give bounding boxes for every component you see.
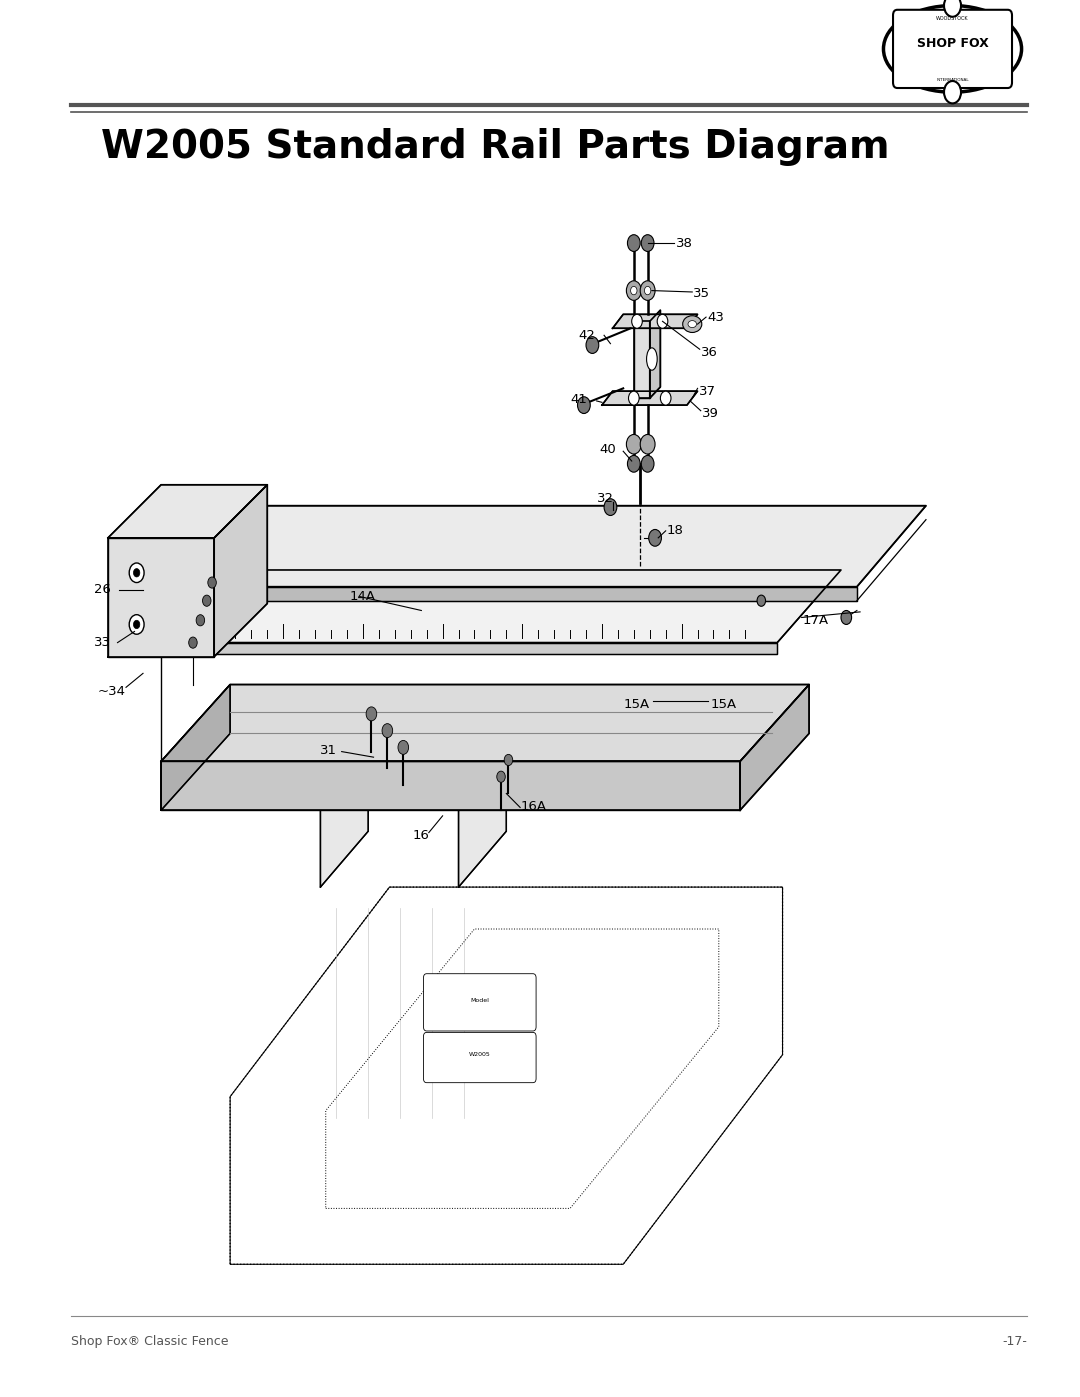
Ellipse shape <box>944 81 961 103</box>
Ellipse shape <box>233 1234 259 1259</box>
Circle shape <box>642 235 654 251</box>
Polygon shape <box>108 538 214 657</box>
Text: 32: 32 <box>596 492 613 506</box>
Circle shape <box>642 455 654 472</box>
Polygon shape <box>161 685 809 761</box>
Circle shape <box>631 286 637 295</box>
Circle shape <box>626 434 642 454</box>
Circle shape <box>130 563 144 583</box>
Polygon shape <box>161 761 740 810</box>
Text: ~34: ~34 <box>97 685 125 698</box>
Ellipse shape <box>944 0 961 17</box>
Text: 42: 42 <box>579 328 595 342</box>
Text: 39: 39 <box>702 407 718 420</box>
Text: 14A: 14A <box>349 590 375 604</box>
Ellipse shape <box>883 6 1022 92</box>
Text: 40: 40 <box>599 443 617 457</box>
FancyBboxPatch shape <box>893 10 1012 88</box>
Text: 26: 26 <box>94 583 111 597</box>
Circle shape <box>640 281 656 300</box>
Circle shape <box>189 637 198 648</box>
Circle shape <box>130 615 144 634</box>
Polygon shape <box>161 587 856 601</box>
Ellipse shape <box>594 1238 621 1263</box>
Text: -17-: -17- <box>1002 1334 1027 1348</box>
Circle shape <box>397 740 408 754</box>
Text: 16: 16 <box>413 828 430 842</box>
Circle shape <box>649 529 661 546</box>
Polygon shape <box>193 643 778 654</box>
Text: WOODSTOCK: WOODSTOCK <box>936 15 969 21</box>
Text: W2005: W2005 <box>469 1052 490 1058</box>
Polygon shape <box>214 485 268 657</box>
Polygon shape <box>602 391 698 405</box>
Ellipse shape <box>647 348 658 370</box>
Polygon shape <box>634 321 650 398</box>
Circle shape <box>134 620 139 629</box>
Circle shape <box>626 281 642 300</box>
Polygon shape <box>161 506 926 587</box>
Circle shape <box>382 724 393 738</box>
Circle shape <box>134 569 139 577</box>
Text: 16A: 16A <box>521 799 546 813</box>
Circle shape <box>658 314 667 328</box>
Text: Shop Fox® Classic Fence: Shop Fox® Classic Fence <box>71 1334 228 1348</box>
FancyBboxPatch shape <box>423 1032 536 1083</box>
Polygon shape <box>230 887 783 1264</box>
Text: 18: 18 <box>666 524 684 538</box>
Text: 43: 43 <box>707 310 724 324</box>
Circle shape <box>497 771 505 782</box>
Text: 15A: 15A <box>623 697 650 711</box>
Ellipse shape <box>688 321 697 328</box>
Polygon shape <box>612 314 698 328</box>
Polygon shape <box>650 310 660 398</box>
Circle shape <box>504 754 513 766</box>
Polygon shape <box>161 685 230 810</box>
Circle shape <box>660 391 671 405</box>
Ellipse shape <box>683 316 702 332</box>
Circle shape <box>586 337 598 353</box>
Circle shape <box>207 577 216 588</box>
Circle shape <box>627 235 640 251</box>
Text: 36: 36 <box>701 345 717 359</box>
Text: 15A: 15A <box>711 697 737 711</box>
Text: INTERNATIONAL: INTERNATIONAL <box>936 78 969 81</box>
Circle shape <box>757 595 766 606</box>
Text: 41: 41 <box>570 393 586 407</box>
Polygon shape <box>740 685 809 810</box>
Circle shape <box>841 610 852 624</box>
Polygon shape <box>193 570 841 643</box>
Text: 35: 35 <box>693 286 711 300</box>
Text: 38: 38 <box>676 236 693 250</box>
Circle shape <box>629 391 639 405</box>
Text: Model: Model <box>471 997 489 1003</box>
Circle shape <box>197 615 204 626</box>
Circle shape <box>578 397 591 414</box>
Circle shape <box>627 455 640 472</box>
Circle shape <box>366 707 377 721</box>
Circle shape <box>203 595 211 606</box>
Circle shape <box>640 434 656 454</box>
Text: 37: 37 <box>699 384 716 398</box>
Text: 33: 33 <box>94 636 111 650</box>
Text: SHOP FOX: SHOP FOX <box>917 36 988 50</box>
Polygon shape <box>321 692 368 887</box>
Text: 31: 31 <box>321 743 337 757</box>
Text: W2005 Standard Rail Parts Diagram: W2005 Standard Rail Parts Diagram <box>102 127 890 166</box>
Circle shape <box>645 286 651 295</box>
Text: 17A: 17A <box>802 613 828 627</box>
Circle shape <box>632 314 643 328</box>
Polygon shape <box>459 705 507 887</box>
Polygon shape <box>108 485 268 538</box>
FancyBboxPatch shape <box>423 974 536 1031</box>
Circle shape <box>604 499 617 515</box>
